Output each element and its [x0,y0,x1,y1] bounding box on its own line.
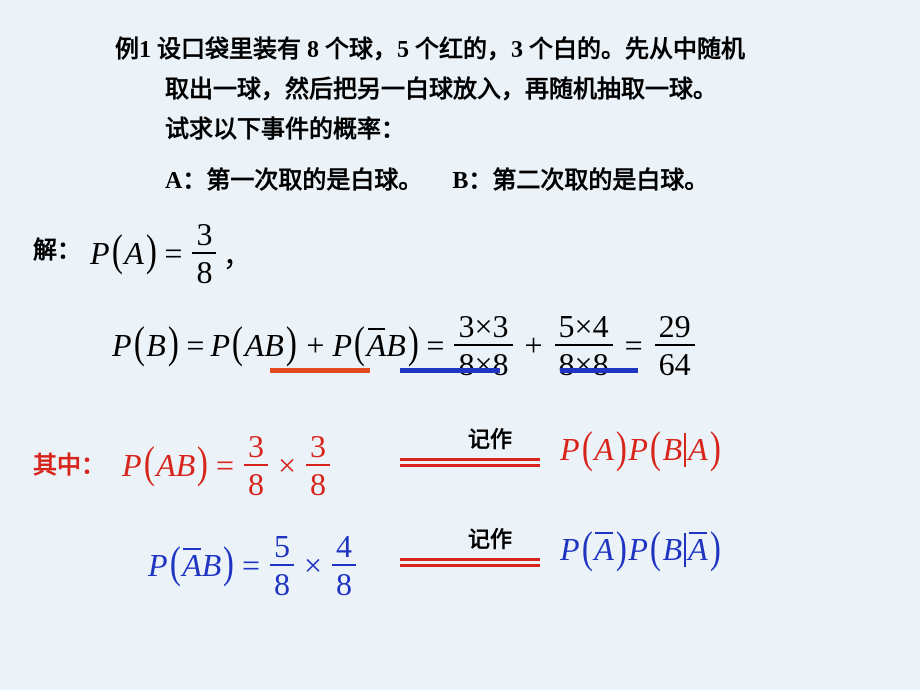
equation-p-abar-p-b-given-abar: P (A) P (BA) [560,530,722,569]
problem-line-3: 试求以下事件的概率： [115,110,745,150]
double-line-1 [400,458,540,467]
paren-a: ( A ) [110,233,159,272]
sym-P: P [90,235,110,272]
frac-29-64: 29 64 [655,310,695,380]
underline-blue-2 [560,368,638,373]
qizhong-label: 其中： [33,445,105,480]
jizuo-label-1: 记作 [468,422,512,454]
comma: ， [220,231,252,275]
double-line-2 [400,558,540,567]
jizuo-label-2: 记作 [468,522,512,554]
page: 例1 设口袋里装有 8 个球，5 个红的，3 个白的。先从中随机 取出一球，然后… [0,0,920,690]
sym-A: A [124,235,144,272]
problem-statement: 例1 设口袋里装有 8 个球，5 个红的，3 个白的。先从中随机 取出一球，然后… [115,30,745,150]
equation-p-abar-b-blue: P (AB) = 58 × 48 [148,530,360,600]
equation-p-a-p-b-given-a: P (A) P (BA) [560,430,722,469]
frac-3-8: 3 8 [192,218,216,288]
event-b-label: B：第二次取的是白球。 [452,168,708,194]
problem-line-2: 取出一球，然后把另一白球放入，再随机抽取一球。 [115,70,745,110]
event-line: A：第一次取的是白球。 B：第二次取的是白球。 [165,160,708,195]
solve-label: 解： [33,230,81,265]
problem-line-1: 例1 设口袋里装有 8 个球，5 个红的，3 个白的。先从中随机 [115,30,745,70]
underline-blue-1 [400,368,500,373]
underline-red [270,368,370,373]
equation-p-a: P ( A ) = 3 8 ， [90,218,252,288]
equation-p-ab-red: P (AB) = 38 × 38 [122,430,334,500]
event-a-label: A：第一次取的是白球。 [165,168,422,194]
